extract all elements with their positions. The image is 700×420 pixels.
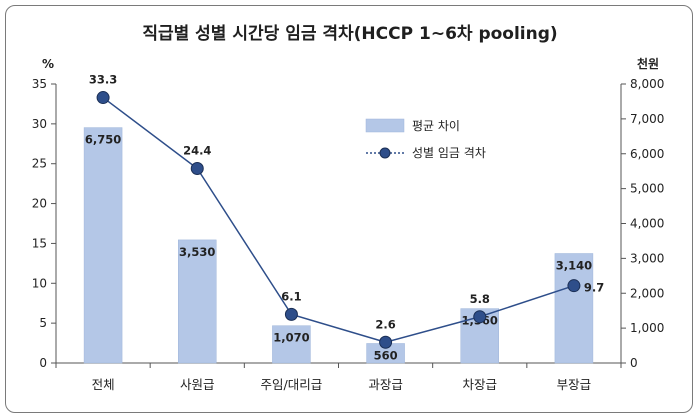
- line-point: [473, 310, 487, 324]
- x-tick-label: 전체: [92, 377, 115, 392]
- line-point: [96, 91, 110, 105]
- y-right-tick-label: 3,000: [630, 251, 664, 265]
- y-right-tick-label: 2,000: [630, 286, 664, 300]
- line-value-label: 33.3: [89, 73, 117, 87]
- legend: 평균 차이 성별 임금 격차: [365, 118, 486, 160]
- line-point: [190, 161, 204, 175]
- y-left-tick-label: 30: [32, 117, 47, 131]
- axes: 0 5 10 15 20 25 30 35 0 1,000 2,000 3,000 4,000 5,000…: [32, 77, 665, 370]
- y-right-tick-label: 7,000: [630, 112, 664, 126]
- bar-value-label: 3,530: [179, 245, 215, 259]
- legend-line-label: 성별 임금 격차: [412, 146, 486, 160]
- y-left-tick-label: 0: [39, 356, 47, 370]
- line-value-label: 6.1: [281, 289, 301, 303]
- bar: [554, 253, 594, 364]
- line-point: [284, 307, 298, 321]
- bar-value-label: 3,140: [556, 258, 592, 272]
- x-tick-label: 부장급: [557, 377, 592, 392]
- chart-title: 직급별 성별 시간당 임금 격차(HCCP 1~6차 pooling): [142, 23, 557, 44]
- legend-line-marker: [379, 147, 391, 159]
- y-right-tick-label: 5,000: [630, 182, 664, 196]
- line-value-label: 24.4: [183, 143, 211, 157]
- y-left-tick-label: 5: [39, 316, 47, 330]
- x-tick-label: 과장급: [368, 377, 403, 392]
- y-right-tick-label: 1,000: [630, 321, 664, 335]
- bar-value-label: 6,750: [85, 133, 121, 147]
- y-right-tick-label: 8,000: [630, 77, 664, 91]
- legend-bar-swatch: [365, 118, 405, 133]
- y-left-tick-label: 35: [32, 77, 47, 91]
- y-left-tick-label: 25: [32, 157, 47, 171]
- y-right-tick-label: 6,000: [630, 147, 664, 161]
- bar: [178, 239, 217, 364]
- y-right-tick-label: 0: [630, 356, 638, 370]
- y-left-tick-label: 20: [32, 197, 47, 211]
- bar-value-label: 1,070: [273, 331, 309, 345]
- bar-value-label: 560: [374, 348, 398, 362]
- bar: [272, 325, 311, 364]
- line-value-label: 5.8: [470, 292, 490, 306]
- y-right-tick-label: 4,000: [630, 217, 664, 231]
- line-series: 33.3 24.4 6.1 2.6 5.8 9.7: [89, 73, 604, 349]
- y-left-tick-label: 10: [32, 276, 47, 290]
- chart: 직급별 성별 시간당 임금 격차(HCCP 1~6차 pooling) % 천원…: [32, 23, 665, 392]
- y-left-tick-label: 15: [32, 236, 47, 250]
- line-point: [567, 279, 581, 293]
- x-tick-label: 차장급: [462, 377, 497, 392]
- bar: [83, 127, 123, 364]
- x-tick-labels: 전체 사원급 주임/대리급 과장급 차장급 부장급: [92, 377, 592, 392]
- line-value-label: 9.7: [584, 281, 604, 295]
- line-value-label: 2.6: [375, 317, 395, 331]
- x-tick-label: 주임/대리급: [261, 377, 323, 392]
- series-line: [102, 96, 575, 344]
- chart-frame: 직급별 성별 시간당 임금 격차(HCCP 1~6차 pooling) % 천원…: [5, 5, 693, 413]
- x-tick-label: 사원급: [180, 377, 215, 392]
- y-right-unit: 천원: [637, 56, 659, 71]
- y-left-unit: %: [42, 57, 54, 71]
- line-point: [379, 335, 393, 349]
- legend-bar-label: 평균 차이: [412, 119, 460, 133]
